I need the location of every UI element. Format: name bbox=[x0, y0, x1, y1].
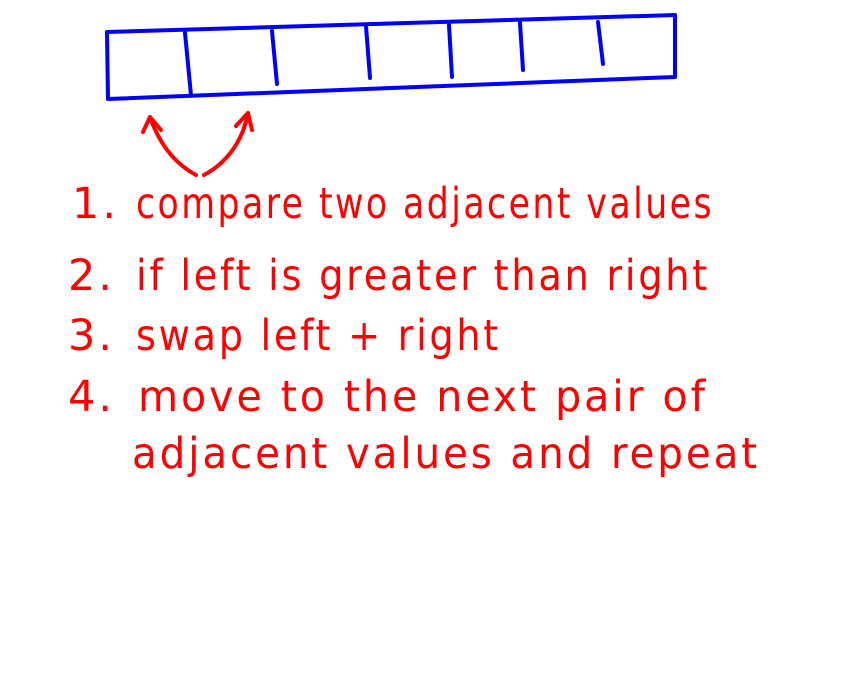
array-divider bbox=[183, 31, 193, 97]
left-arrow-curve bbox=[148, 115, 198, 177]
step-1-text: compare two adjacent values bbox=[136, 179, 714, 229]
step-1-number: 1. bbox=[72, 179, 119, 229]
right-arrow-head bbox=[234, 111, 254, 132]
step-3-number: 3. bbox=[68, 311, 115, 361]
left-arrow-head bbox=[141, 115, 163, 134]
double-curved-arrow-icon bbox=[141, 111, 254, 177]
array-divider bbox=[270, 29, 279, 86]
step-2-text: if left is greater than right bbox=[136, 251, 710, 301]
step-2-number: 2. bbox=[68, 251, 115, 301]
array-outline bbox=[105, 13, 677, 101]
step-4-number: 4. bbox=[68, 372, 115, 422]
array-divider bbox=[518, 21, 525, 72]
array-divider bbox=[596, 20, 605, 66]
step-4-text: move to the next pair of bbox=[138, 372, 708, 422]
step-3-text: swap left + right bbox=[136, 311, 501, 361]
array-divider bbox=[447, 23, 454, 79]
array-diagram bbox=[105, 13, 677, 101]
array-divider bbox=[364, 24, 372, 80]
steps-list: 1. compare two adjacent values 2. if lef… bbox=[68, 179, 760, 479]
right-arrow-curve bbox=[202, 111, 250, 177]
step-4-continuation: adjacent values and repeat bbox=[132, 429, 760, 479]
